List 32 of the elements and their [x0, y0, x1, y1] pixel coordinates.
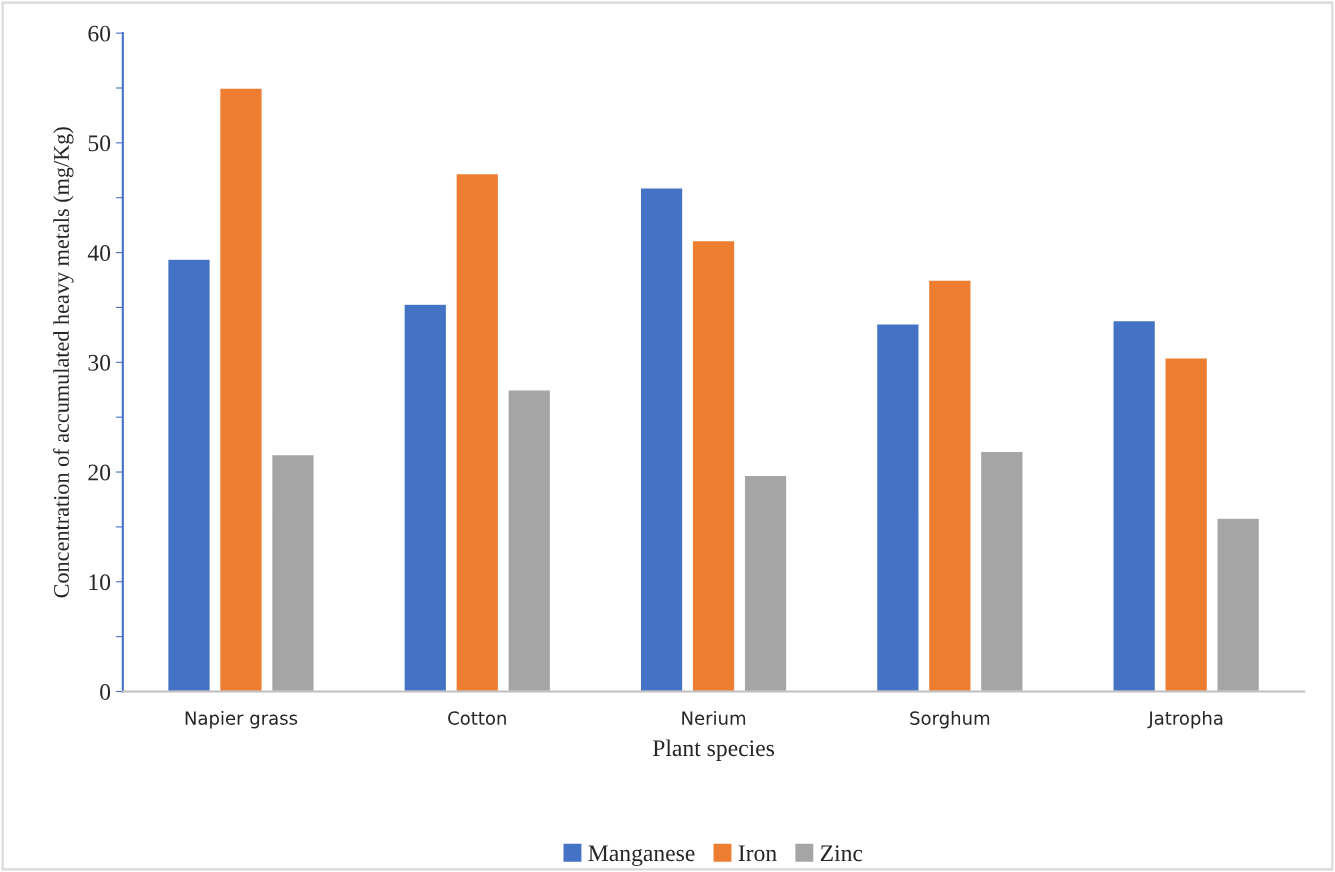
bar	[218, 87, 263, 692]
x-tick-label: Napier grass	[185, 710, 298, 729]
x-tick-label: Cotton	[448, 711, 506, 725]
y-tick-label: 10	[89, 574, 111, 591]
y-tick-label: 60	[88, 25, 111, 42]
legend-label: Manganese	[588, 845, 695, 867]
bar	[270, 453, 315, 692]
bar	[403, 303, 448, 692]
y-axis-title: Concentration of accumulated heavy metals (mg/Kg)	[53, 127, 74, 598]
bar	[743, 474, 788, 692]
legend-label: Zinc	[820, 845, 863, 862]
bar	[507, 389, 552, 692]
x-tick-label: Sorghum	[910, 710, 990, 729]
x-axis-title: Plant species	[652, 739, 775, 761]
y-tick-label: 30	[88, 354, 111, 371]
x-tick-label: Nerium	[682, 710, 746, 725]
bar	[639, 187, 684, 692]
bar	[979, 450, 1024, 692]
x-tick-label: Jatropha	[1147, 710, 1223, 729]
bar	[691, 239, 736, 692]
y-tick-label: 0	[100, 683, 111, 700]
legend-label: Iron	[738, 845, 777, 862]
bar	[1216, 517, 1261, 692]
y-tick-label: 40	[87, 245, 111, 262]
bar	[455, 172, 500, 692]
bar	[1164, 357, 1209, 692]
bar	[166, 258, 211, 692]
bar	[1112, 319, 1157, 692]
y-tick-label: 20	[88, 464, 111, 481]
bar	[875, 323, 920, 692]
bar	[927, 279, 972, 692]
y-tick-label: 50	[88, 135, 111, 152]
